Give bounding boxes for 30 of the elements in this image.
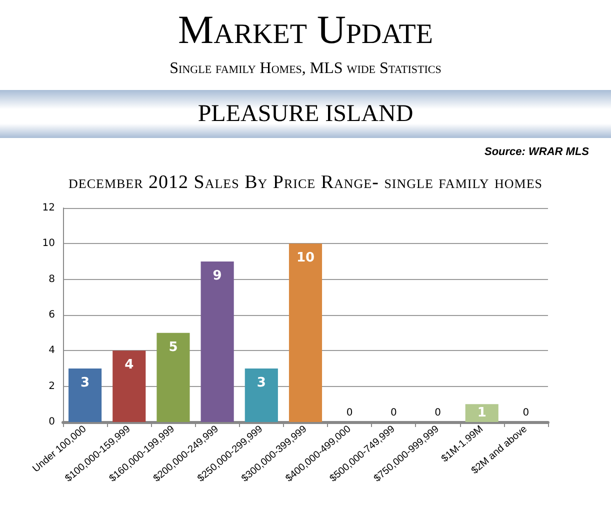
y-tick-label: 12: [42, 202, 55, 214]
bar: [112, 350, 146, 422]
bar: [288, 244, 322, 422]
y-tick-label: 0: [48, 416, 55, 428]
data-label: 0: [434, 408, 441, 418]
bar: [68, 368, 102, 422]
y-tick-label: 2: [48, 380, 55, 392]
bar: [200, 262, 234, 422]
y-tick-label: 6: [48, 310, 55, 320]
bar: [244, 368, 278, 422]
bar: [465, 404, 498, 422]
data-label: 0: [522, 408, 530, 418]
data-label: 3: [80, 376, 90, 390]
text: PLEASURE ISLAND: [0, 90, 611, 138]
data-label: 0: [346, 408, 353, 418]
chart-subtitle: Single family Homes, MLS wide Statistics: [168, 60, 442, 78]
y-tick-label: 8: [48, 274, 55, 285]
y-tick-label: 4: [48, 345, 55, 356]
y-tick-label: 10: [42, 238, 55, 250]
data-label: 5: [168, 340, 178, 355]
data-label: 10: [296, 250, 315, 266]
chart-title: Market Update: [177, 7, 434, 52]
text: december 2012 Sales By Price Range- single family homes: [68, 172, 544, 194]
data-label: 0: [390, 408, 397, 418]
data-label: 1: [477, 406, 486, 421]
data-label: 4: [124, 358, 134, 373]
data-label: 9: [212, 268, 222, 284]
bar: [156, 332, 190, 422]
source-note: Source: WRAR MLS: [484, 146, 589, 158]
data-label: 3: [256, 376, 266, 390]
